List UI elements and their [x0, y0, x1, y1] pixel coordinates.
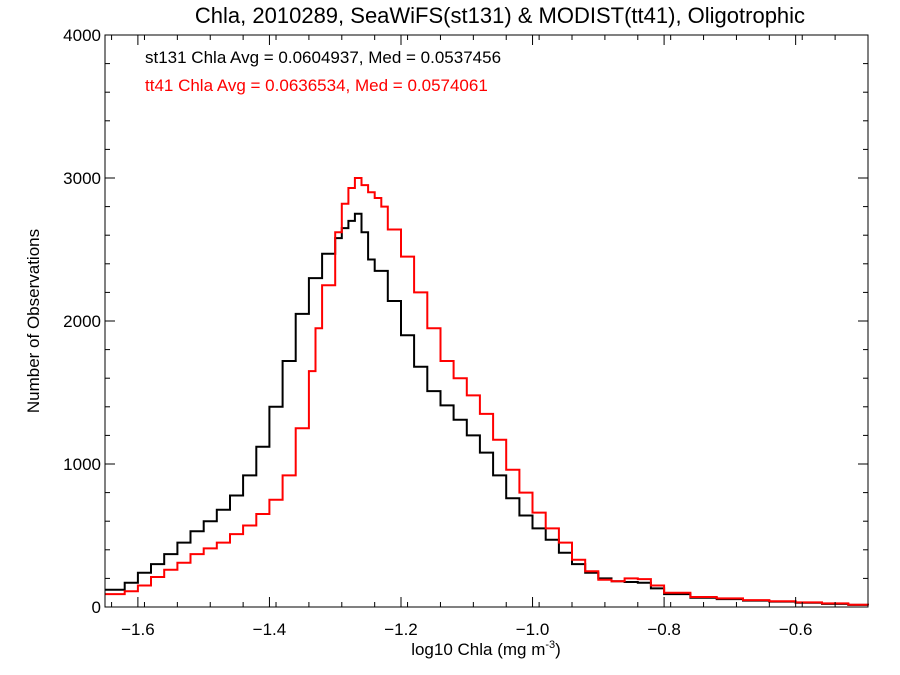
x-ticks: −1.6 −1.4 −1.2 −1.0 −0.8 −0.6: [111, 35, 836, 639]
series-layer: [105, 177, 869, 606]
x-axis-title-main: log10 Chla (mg m: [411, 640, 545, 659]
x-tick-label: −1.6: [121, 620, 155, 639]
x-tick-label: −1.4: [253, 620, 287, 639]
series-line-0: [105, 212, 869, 606]
y-ticks: 0 1000 2000 3000 4000: [63, 26, 868, 617]
annotation-st131: st131 Chla Avg = 0.0604937, Med = 0.0537…: [145, 48, 501, 67]
y-tick-label: 1000: [63, 455, 101, 474]
x-tick-label: −1.0: [516, 620, 550, 639]
annotation-tt41: tt41 Chla Avg = 0.0636534, Med = 0.05740…: [145, 76, 488, 95]
y-tick-label: 3000: [63, 169, 101, 188]
x-axis-title-tail: ): [555, 640, 561, 659]
x-tick-label: −0.8: [647, 620, 681, 639]
x-tick-label: −0.6: [779, 620, 813, 639]
plot-frame: [104, 34, 869, 608]
y-axis-title: Number of Observations: [24, 229, 43, 413]
x-axis-title-sup: -3: [545, 639, 555, 651]
y-tick-label: 0: [92, 598, 101, 617]
x-axis-title: log10 Chla (mg m-3): [411, 639, 561, 659]
x-tick-label: −1.2: [384, 620, 418, 639]
series-line-1: [105, 177, 869, 606]
y-tick-label: 4000: [63, 26, 101, 45]
y-tick-label: 2000: [63, 312, 101, 331]
chart-title: Chla, 2010289, SeaWiFS(st131) & MODIST(t…: [195, 3, 805, 28]
